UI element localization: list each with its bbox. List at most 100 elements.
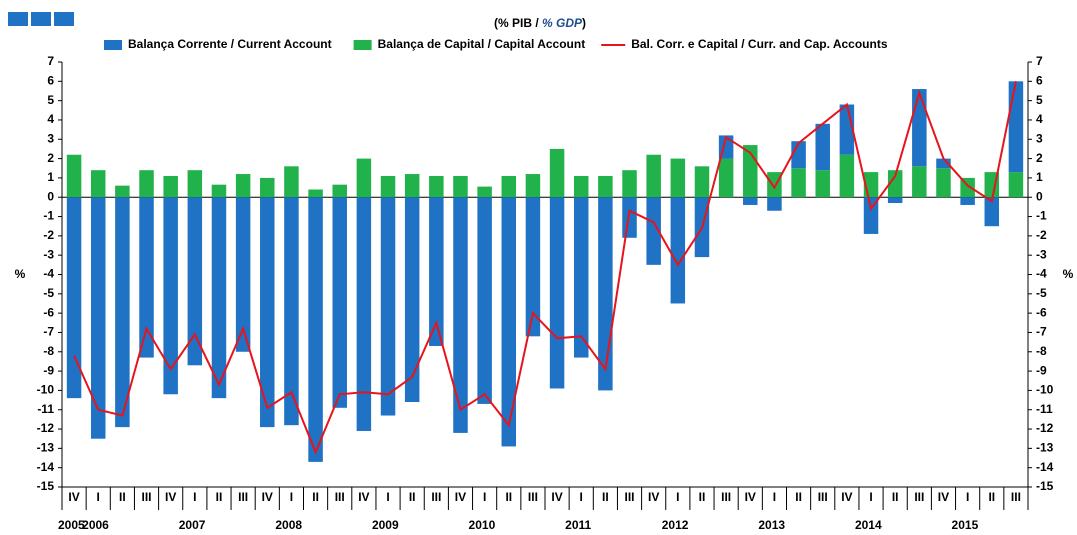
bar — [163, 197, 178, 395]
year-label: 2009 — [372, 518, 399, 532]
bar — [453, 175, 468, 198]
y-tick-label: 2 — [47, 151, 54, 165]
y-tick-label: 2 — [1036, 151, 1043, 165]
bar — [429, 197, 444, 346]
legend-swatch — [353, 40, 372, 50]
y-tick-label: -9 — [43, 363, 54, 377]
bar — [839, 154, 855, 198]
y-tick-label: -10 — [37, 383, 55, 397]
x-tick-label: III — [1011, 490, 1021, 504]
subtitle-part: ) — [582, 16, 586, 30]
bar — [211, 197, 227, 399]
bar — [912, 166, 927, 198]
y-tick-label: -11 — [37, 402, 54, 416]
bar — [163, 175, 178, 198]
bar — [66, 197, 82, 399]
y-tick-label: -14 — [37, 460, 55, 474]
bar — [308, 189, 323, 198]
bar — [791, 141, 806, 169]
x-tick-label: I — [193, 490, 196, 504]
y-tick-label: -13 — [1036, 441, 1054, 455]
y-tick-label: 0 — [1036, 189, 1043, 203]
bar — [1008, 172, 1024, 198]
year-label: 2015 — [952, 518, 979, 532]
line — [73, 81, 1017, 455]
y-tick-label: 1 — [47, 170, 54, 184]
bar — [115, 185, 130, 198]
y-tick-label: -8 — [43, 344, 54, 358]
bar — [622, 197, 637, 238]
y-tick-label: -7 — [43, 325, 54, 339]
y-tick-label: 5 — [47, 93, 54, 107]
x-tick-label: III — [142, 490, 152, 504]
bar — [477, 197, 492, 404]
y-tick-label: 4 — [1036, 112, 1043, 126]
y-tick-label: -12 — [1036, 421, 1054, 435]
x-tick-label: IV — [841, 490, 852, 504]
bar — [356, 158, 372, 198]
y-tick-label: 3 — [1036, 131, 1043, 145]
bar — [235, 197, 251, 352]
bar — [573, 197, 589, 358]
year-label: 2012 — [662, 518, 689, 532]
legend-label: Balança de Capital / Capital Account — [378, 37, 586, 51]
bar — [573, 175, 589, 198]
x-tick-label: II — [892, 490, 899, 504]
x-tick-label: IV — [262, 490, 273, 504]
bar — [90, 170, 106, 198]
x-tick-label: III — [335, 490, 345, 504]
x-tick-label: I — [676, 490, 679, 504]
year-label: 2005 — [58, 518, 85, 532]
y-axis-label: % — [1063, 267, 1074, 281]
bar — [646, 154, 661, 198]
bar — [139, 197, 154, 358]
y-tick-label: -4 — [43, 267, 54, 281]
bar — [984, 197, 1000, 227]
x-tick-label: I — [290, 490, 293, 504]
y-tick-label: 3 — [47, 131, 54, 145]
bar — [115, 197, 130, 428]
bar — [90, 197, 106, 439]
y-tick-label: -15 — [37, 479, 55, 493]
y-tick-label: -8 — [1036, 344, 1047, 358]
x-tick-label: II — [602, 490, 609, 504]
x-tick-label: II — [216, 490, 223, 504]
bar — [718, 158, 734, 198]
x-tick-label: IV — [551, 490, 562, 504]
bar — [404, 174, 420, 198]
y-tick-label: -2 — [43, 228, 54, 242]
y-axis-label: % — [15, 267, 26, 281]
bar — [622, 170, 637, 198]
bar — [525, 197, 541, 337]
x-tick-label: I — [773, 490, 776, 504]
bar — [404, 197, 420, 402]
y-tick-label: -7 — [1036, 325, 1047, 339]
x-tick-label: III — [238, 490, 248, 504]
x-tick-label: I — [483, 490, 486, 504]
year-label: 2006 — [82, 518, 109, 532]
y-tick-label: 5 — [1036, 93, 1043, 107]
bar — [501, 175, 517, 198]
bar — [815, 170, 830, 198]
x-tick-label: IV — [745, 490, 756, 504]
subtitle: (% PIB / % GDP) — [494, 16, 586, 30]
bar — [284, 197, 299, 426]
bar — [936, 168, 951, 198]
x-tick-label: III — [914, 490, 924, 504]
bar — [211, 184, 227, 198]
bar — [139, 170, 154, 198]
x-tick-label: IV — [648, 490, 659, 504]
year-label: 2007 — [179, 518, 206, 532]
bar — [429, 175, 444, 198]
x-tick-label: III — [528, 490, 538, 504]
y-tick-label: -5 — [1036, 286, 1047, 300]
bar — [743, 197, 758, 205]
bar — [525, 174, 541, 198]
bar — [380, 175, 396, 198]
bar — [380, 197, 396, 416]
bar — [887, 197, 903, 204]
bar — [284, 166, 299, 198]
logo — [8, 12, 74, 26]
y-tick-label: 6 — [47, 73, 54, 87]
bar — [549, 197, 565, 389]
